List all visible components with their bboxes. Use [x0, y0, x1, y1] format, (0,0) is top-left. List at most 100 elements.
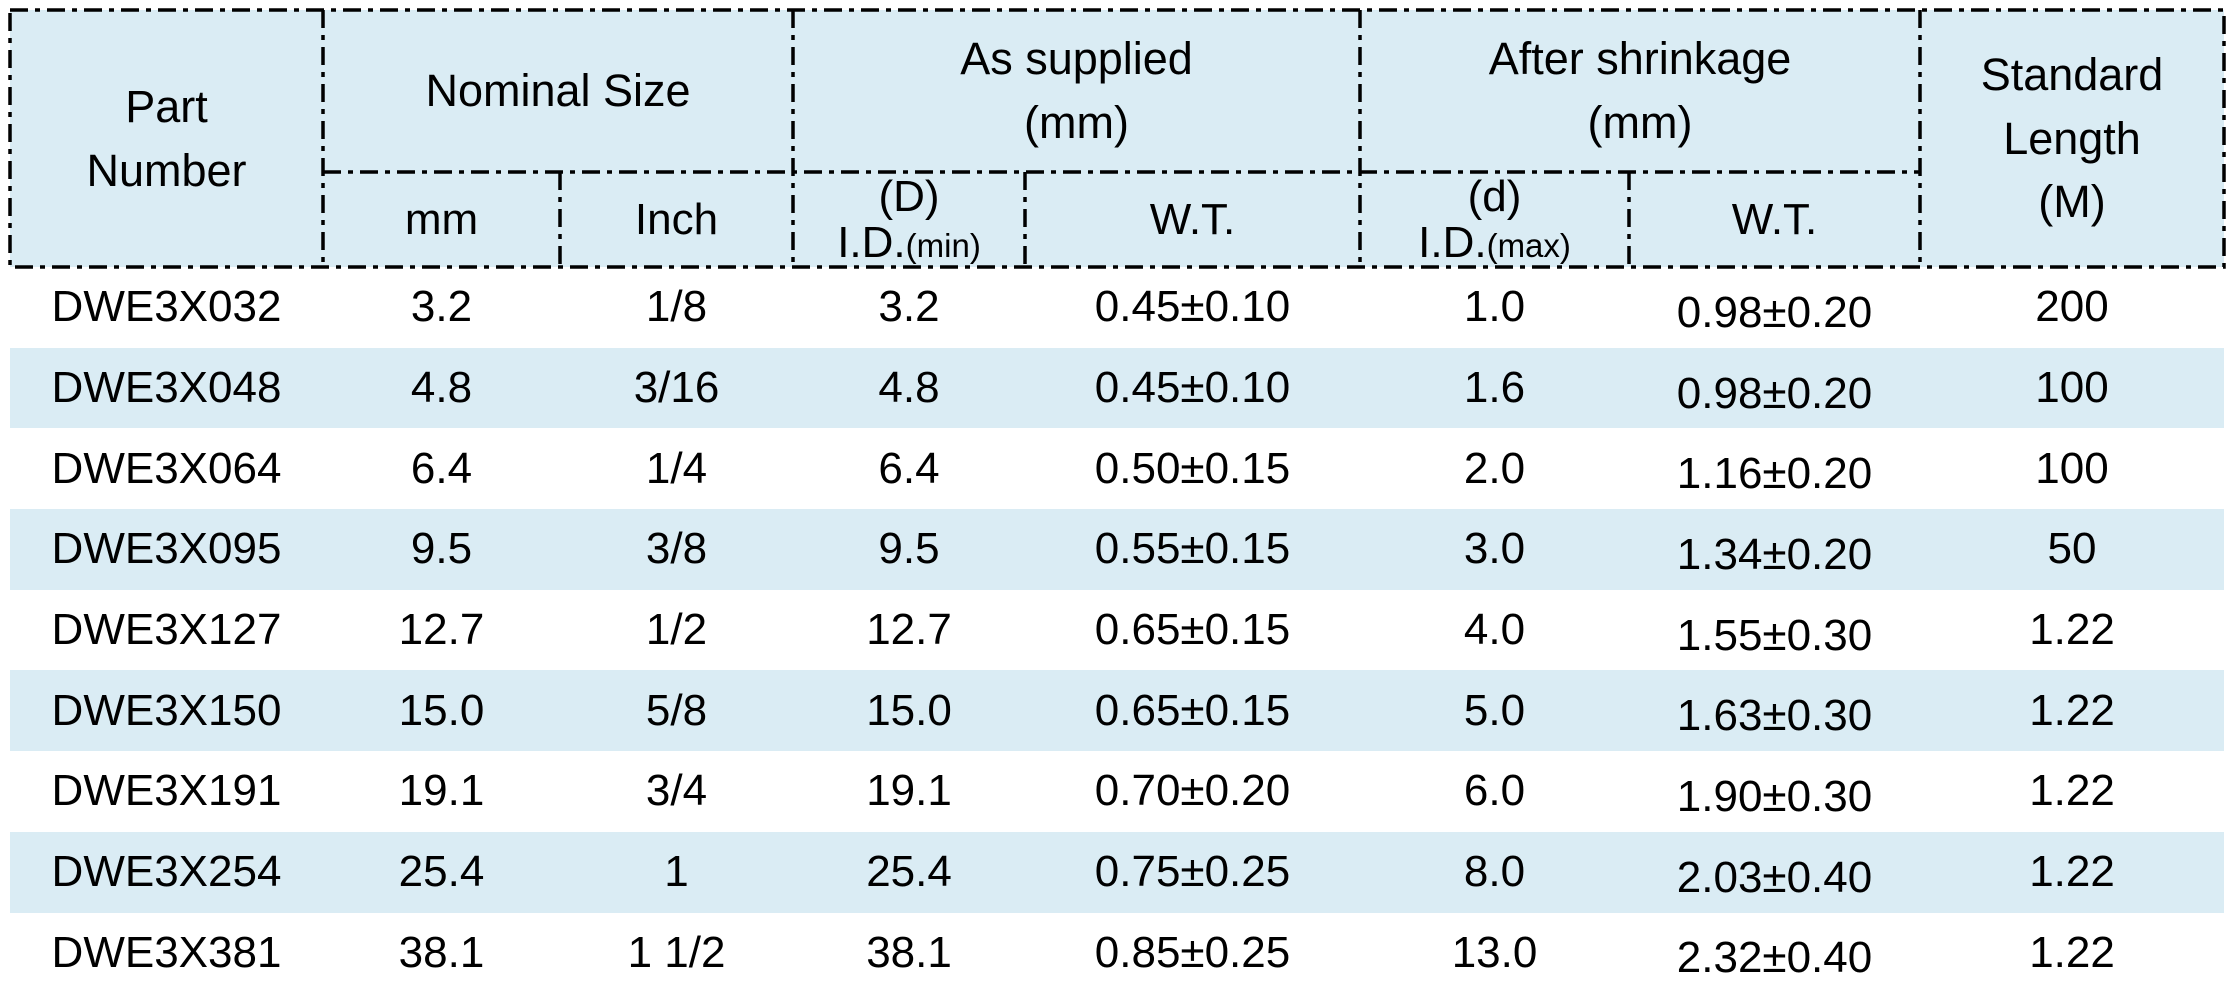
- header-cell-after-shrinkage: After shrinkage (mm): [1360, 10, 1921, 172]
- cell-standard-length: 1.22: [1920, 670, 2225, 752]
- header-line: After shrinkage: [1488, 33, 1792, 85]
- cell-nominal-mm: 19.1: [398, 766, 485, 816]
- cell-part-number: DWE3X150: [10, 670, 323, 752]
- id-qualifier: (max): [1486, 226, 1571, 264]
- cell-shrinkage-id-max: 5.0: [1360, 670, 1630, 752]
- id-label: I.D.: [1418, 217, 1487, 267]
- table-row: DWE3X191 19.1 3/4 19.1 0.70±0.20 6.0 1.9…: [10, 751, 2224, 832]
- cell-nominal-mm: 38.1: [398, 927, 485, 977]
- cell-nominal-inch: 1/8: [645, 282, 708, 332]
- cell-supplied-wt: 0.75±0.25: [1025, 831, 1361, 913]
- cell-shrinkage-wt: 1.90±0.30: [1676, 771, 1873, 821]
- cell-supplied-id-min: 38.1: [866, 927, 952, 977]
- header-line: Standard: [1980, 48, 2164, 100]
- cell-nominal-inch: 3/8: [560, 509, 794, 590]
- cell-standard-length: 1.22: [2029, 927, 2115, 977]
- cell-shrinkage-id-max: 4.0: [1463, 605, 1526, 655]
- cell-shrinkage-id-max: 13.0: [1451, 927, 1538, 977]
- cell-part-number: DWE3X064: [51, 443, 282, 493]
- cell-nominal-mm: 12.7: [398, 605, 485, 655]
- table-row: DWE3X095 9.5 3/8 9.5 0.55±0.15 3.0 1.34±…: [10, 509, 2225, 590]
- cell-nominal-inch: 5/8: [560, 670, 794, 752]
- table-row: DWE3X032 3.2 1/8 3.2 0.45±0.10 1.0 0.98±…: [10, 267, 2224, 348]
- table-header: Part Number Nominal Size As supplied (mm…: [10, 10, 2225, 267]
- header-row-top: Part Number Nominal Size As supplied (mm…: [10, 10, 2225, 267]
- cell-supplied-id-min: 6.4: [878, 443, 940, 493]
- cell-nominal-mm: 3.2: [410, 282, 473, 332]
- header-cell-as-supplied: As supplied (mm): [793, 10, 1361, 172]
- header-cell-part-number: Part Number: [10, 10, 323, 267]
- cell-supplied-wt: 0.55±0.15: [1025, 509, 1361, 590]
- header-line: (mm): [1024, 97, 1129, 148]
- cell-shrinkage-wt: 2.03±0.40: [1629, 831, 1921, 913]
- cell-shrinkage-wt: 1.55±0.30: [1676, 610, 1873, 660]
- cell-supplied-id-min: 3.2: [878, 282, 940, 332]
- id-top-line: (D): [878, 172, 940, 221]
- id-qualifier: (min): [905, 226, 981, 264]
- table-row: DWE3X254 25.4 1 25.4 0.75±0.25 8.0 2.03±…: [10, 831, 2225, 913]
- table-row: DWE3X127 12.7 1/2 12.7 0.65±0.15 4.0 1.5…: [10, 590, 2224, 671]
- cell-part-number: DWE3X254: [10, 831, 323, 913]
- id-main-line: I.D.(min): [793, 219, 1025, 266]
- cell-part-number: DWE3X095: [10, 509, 323, 590]
- header-cell-standard-length: Standard Length (M): [1920, 10, 2225, 267]
- cell-supplied-id-min: 12.7: [866, 605, 952, 655]
- table-row: DWE3X150 15.0 5/8 15.0 0.65±0.15 5.0 1.6…: [10, 670, 2225, 752]
- cell-shrinkage-wt: 1.34±0.20: [1629, 509, 1921, 590]
- cell-nominal-inch: 1/4: [645, 443, 708, 493]
- header-line: Number: [86, 144, 247, 196]
- header-cell-id-min: (D) I.D.(min): [793, 172, 1026, 267]
- cell-nominal-inch: 3/16: [560, 347, 794, 429]
- cell-part-number: DWE3X127: [51, 605, 282, 655]
- header-cell-wt-shrinkage: W.T.: [1629, 172, 1921, 267]
- header-cell-inch: Inch: [560, 172, 794, 267]
- table-body: DWE3X032 3.2 1/8 3.2 0.45±0.10 1.0 0.98±…: [10, 267, 2225, 993]
- cell-nominal-mm: 25.4: [323, 831, 560, 913]
- header-line: Length: [2003, 112, 2141, 164]
- cell-standard-length: 1.22: [2029, 766, 2115, 816]
- table-row: DWE3X381 38.1 1 1/2 38.1 0.85±0.25 13.0 …: [10, 913, 2224, 993]
- header-cell-wt-supplied: W.T.: [1025, 172, 1361, 267]
- cell-supplied-wt: 0.45±0.10: [1025, 347, 1361, 429]
- cell-shrinkage-id-max: 3.0: [1360, 509, 1630, 590]
- cell-shrinkage-id-max: 8.0: [1360, 831, 1630, 913]
- header-line: (mm): [1587, 97, 1693, 148]
- cell-supplied-id-min: 15.0: [793, 670, 1026, 752]
- id-top-line: (d): [1467, 172, 1522, 221]
- header-cell-nominal-size: Nominal Size: [323, 10, 794, 172]
- cell-supplied-wt: 0.85±0.25: [1094, 927, 1291, 977]
- cell-supplied-wt: 0.65±0.15: [1025, 670, 1361, 752]
- cell-shrinkage-wt: 0.98±0.20: [1676, 287, 1873, 337]
- cell-standard-length: 100: [1920, 347, 2225, 429]
- header-line: As supplied: [960, 33, 1193, 85]
- cell-shrinkage-id-max: 2.0: [1463, 443, 1526, 493]
- cell-shrinkage-wt: 2.32±0.40: [1676, 933, 1873, 983]
- cell-supplied-id-min: 4.8: [793, 347, 1026, 429]
- cell-supplied-id-min: 9.5: [793, 509, 1026, 590]
- cell-standard-length: 1.22: [2029, 605, 2115, 655]
- cell-part-number: DWE3X191: [51, 766, 282, 816]
- cell-shrinkage-wt: 0.98±0.20: [1629, 347, 1921, 429]
- cell-supplied-wt: 0.45±0.10: [1094, 282, 1291, 332]
- cell-part-number: DWE3X032: [51, 282, 282, 332]
- cell-nominal-inch: 1/2: [645, 605, 708, 655]
- cell-shrinkage-id-max: 6.0: [1463, 766, 1526, 816]
- header-cell-id-max: (d) I.D.(max): [1360, 172, 1630, 267]
- cell-standard-length: 50: [1920, 509, 2225, 590]
- header-cell-mm: mm: [323, 172, 560, 267]
- cell-part-number: DWE3X381: [51, 927, 282, 977]
- header-row-sub: mm Inch (D) I.D.(min) W.T. (d) I.D.(max)…: [10, 172, 2224, 267]
- cell-nominal-mm: 9.5: [323, 509, 560, 590]
- cell-nominal-inch: 3/4: [645, 766, 708, 816]
- header-line: Nominal Size: [425, 65, 691, 117]
- cell-supplied-id-min: 19.1: [866, 766, 952, 816]
- table-row: DWE3X064 6.4 1/4 6.4 0.50±0.15 2.0 1.16±…: [10, 428, 2224, 509]
- cell-nominal-mm: 15.0: [323, 670, 560, 752]
- header-line: (M): [2038, 176, 2106, 228]
- cell-nominal-inch: 1 1/2: [627, 927, 726, 977]
- cell-standard-length: 1.22: [1920, 831, 2225, 913]
- header-line: Part: [125, 80, 208, 132]
- id-main-line: I.D.(max): [1360, 217, 1629, 267]
- cell-supplied-wt: 0.70±0.20: [1094, 766, 1291, 816]
